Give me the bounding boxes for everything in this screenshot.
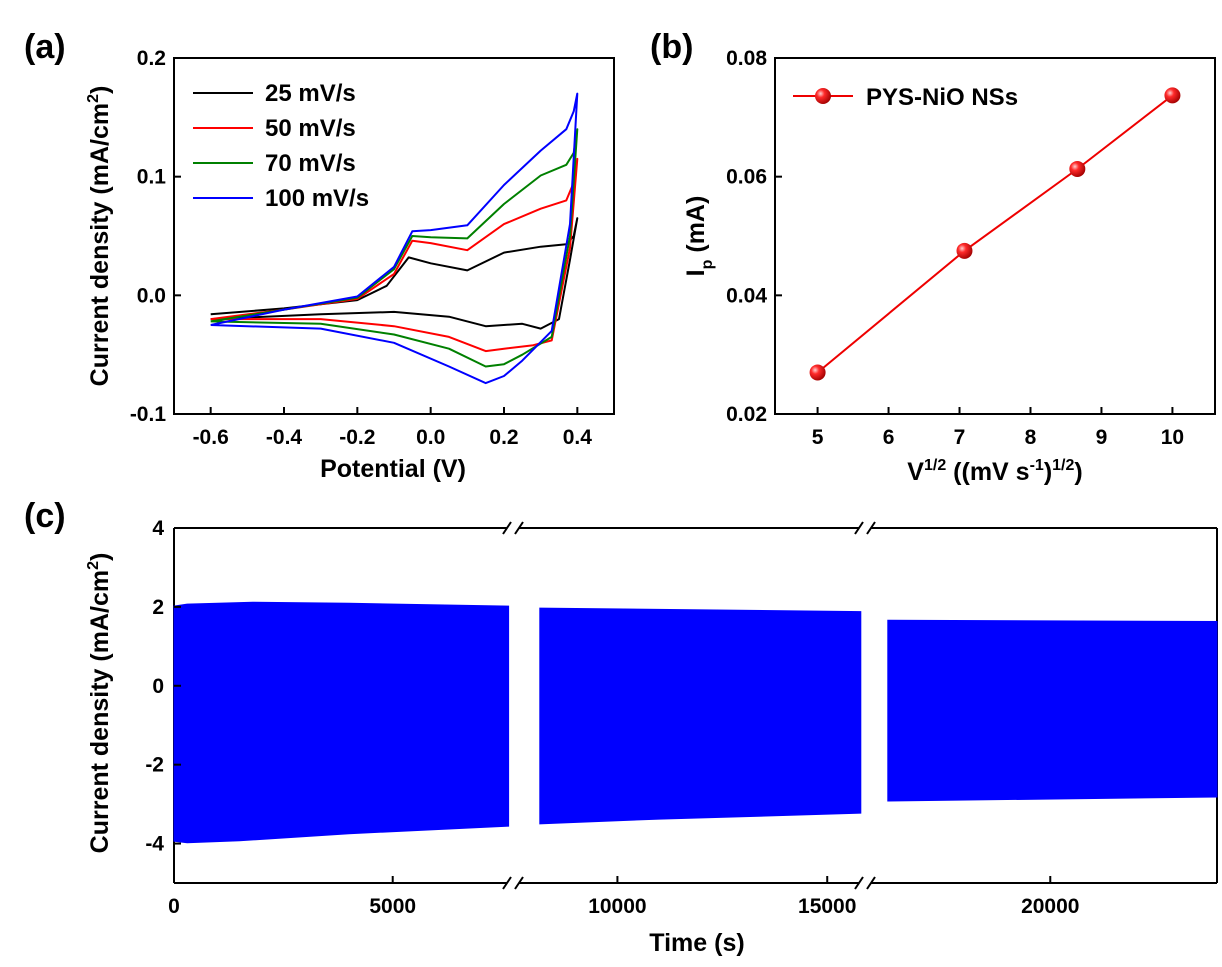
plot-frame-c <box>173 521 1218 890</box>
axis-break-mark <box>502 876 512 890</box>
cv-curve-1 <box>210 217 579 330</box>
x-axis-label-b-sup2: -1 <box>1030 457 1044 474</box>
x-tick-label-b: 5 <box>812 426 824 449</box>
x-tick-label-c: 10000 <box>588 895 646 918</box>
legend-label-b: PYS-NiO NSs <box>866 84 1018 111</box>
y-tick-label-a: -0.1 <box>130 403 167 426</box>
panel-label-c: (c) <box>24 497 66 535</box>
y-tick-label-a: 0.2 <box>137 47 166 70</box>
y-axis-label-a-end: ) <box>86 86 114 94</box>
chart-a: -0.6 -0.4 -0.2 0.0 0.2 0.4 -0.1 0.0 0.1 0.2 25 mV… <box>85 47 615 483</box>
x-tick-label-c: 5000 <box>369 895 416 918</box>
x-tick-label-a: -0.4 <box>266 426 303 449</box>
x-tick-label-b: 7 <box>954 426 966 449</box>
x-tick-label-b: 10 <box>1161 426 1184 449</box>
ip-point <box>1069 160 1086 177</box>
ticks-c: -4 -2 0 2 4 0 5000 10000 15000 20000 <box>145 517 1079 918</box>
y-tick-label-c: 0 <box>152 675 164 698</box>
series-c <box>173 601 1218 844</box>
axis-break-mark <box>514 876 524 890</box>
legend-marker-b <box>815 88 831 104</box>
x-axis-label-b: V1/2 ((mV s-1)1/2) <box>907 457 1082 486</box>
cycling-segment-2 <box>539 607 862 825</box>
y-axis-label-a-sup: 2 <box>85 94 102 103</box>
axis-break-mark <box>866 876 876 890</box>
ticks-b: 5 6 7 8 9 10 0.02 0.04 0.06 0.08 <box>726 47 1184 449</box>
axis-break-mark <box>514 521 524 535</box>
y-axis-label-b-sub: p <box>699 259 716 269</box>
y-axis-label-a-main: Current density (mA/cm <box>86 103 114 386</box>
axis-break-mark <box>502 521 512 535</box>
y-tick-label-c: -4 <box>145 833 164 856</box>
y-tick-label-c: 2 <box>152 596 164 619</box>
y-axis-label-b: Ip (mA) <box>682 196 716 277</box>
x-axis-label-b-close: ) <box>1044 458 1052 486</box>
panel-label-a: (a) <box>24 28 66 66</box>
y-tick-label-b: 0.08 <box>726 47 767 70</box>
series-a <box>210 92 579 385</box>
y-tick-label-a: 0.1 <box>137 166 167 189</box>
series-b <box>809 87 1181 381</box>
x-tick-label-a: 0.0 <box>416 426 445 449</box>
x-axis-label-a: Potential (V) <box>320 455 466 483</box>
x-axis-label-b-main: V <box>907 458 924 486</box>
y-tick-label-c: 4 <box>152 517 164 540</box>
y-tick-label-a: 0.0 <box>137 284 166 307</box>
y-axis-label-c-main: Current density (mA/cm <box>86 570 114 853</box>
x-axis-label-b-sup1: 1/2 <box>924 457 946 474</box>
x-tick-label-a: 0.2 <box>489 426 518 449</box>
legend-label-a-1: 25 mV/s <box>265 80 356 107</box>
y-axis-label-c-sup: 2 <box>85 561 102 570</box>
y-axis-label-c-end: ) <box>86 553 114 561</box>
legend-label-a-4: 100 mV/s <box>265 185 369 212</box>
ip-point <box>956 242 973 259</box>
x-axis-label-b-mid: ((mV s <box>946 458 1029 486</box>
chart-c: -4 -2 0 2 4 0 5000 10000 15000 20000 Time (s) Cur… <box>85 517 1218 957</box>
ip-point <box>1164 87 1181 104</box>
cycling-segment-1 <box>173 601 510 844</box>
y-tick-label-b: 0.04 <box>726 284 767 307</box>
x-tick-label-b: 8 <box>1025 426 1037 449</box>
legend-label-a-3: 70 mV/s <box>265 150 356 177</box>
y-tick-label-c: -2 <box>145 754 164 777</box>
x-axis-label-b-sup3: 1/2 <box>1052 457 1074 474</box>
x-tick-label-c: 15000 <box>798 895 856 918</box>
axis-break-mark <box>854 876 864 890</box>
legend-label-a-2: 50 mV/s <box>265 115 356 142</box>
cycling-segment-3 <box>887 619 1218 802</box>
x-tick-label-b: 6 <box>883 426 895 449</box>
axis-break-mark <box>866 521 876 535</box>
y-tick-label-b: 0.02 <box>726 403 767 426</box>
y-axis-label-b-end: (mA) <box>682 196 710 260</box>
x-tick-label-a: -0.2 <box>339 426 375 449</box>
panel-label-b: (b) <box>650 28 693 66</box>
x-tick-label-c: 20000 <box>1021 895 1079 918</box>
x-tick-label-b: 9 <box>1096 426 1108 449</box>
chart-b: 5 6 7 8 9 100.020.040.060.08 PYS-NiO NSs V1/2… <box>682 47 1216 486</box>
ip-point <box>809 364 826 381</box>
x-tick-label-a: 0.4 <box>563 426 593 449</box>
x-tick-label-c: 0 <box>168 895 180 918</box>
y-tick-label-b: 0.06 <box>726 166 767 189</box>
x-axis-label-c: Time (s) <box>649 929 744 957</box>
plot-frame-b <box>774 57 1216 415</box>
legend-a: 25 mV/s 50 mV/s 70 mV/s 100 mV/s <box>193 80 369 212</box>
plot-frame-a <box>173 57 615 415</box>
legend-b: PYS-NiO NSs <box>793 84 1018 111</box>
axis-break-mark <box>854 521 864 535</box>
x-tick-label-a: -0.6 <box>193 426 229 449</box>
cv-curve-4 <box>210 92 579 385</box>
x-axis-label-b-end: ) <box>1074 458 1082 486</box>
ip-line <box>816 94 1174 374</box>
y-axis-label-c: Current density (mA/cm2) <box>85 553 114 854</box>
y-axis-label-b-main: I <box>682 269 710 276</box>
y-axis-label-a: Current density (mA/cm2) <box>85 86 114 387</box>
ticks-a: -0.6 -0.4 -0.2 0.0 0.2 0.4 -0.1 0.0 0.1 0.2 <box>130 47 592 449</box>
